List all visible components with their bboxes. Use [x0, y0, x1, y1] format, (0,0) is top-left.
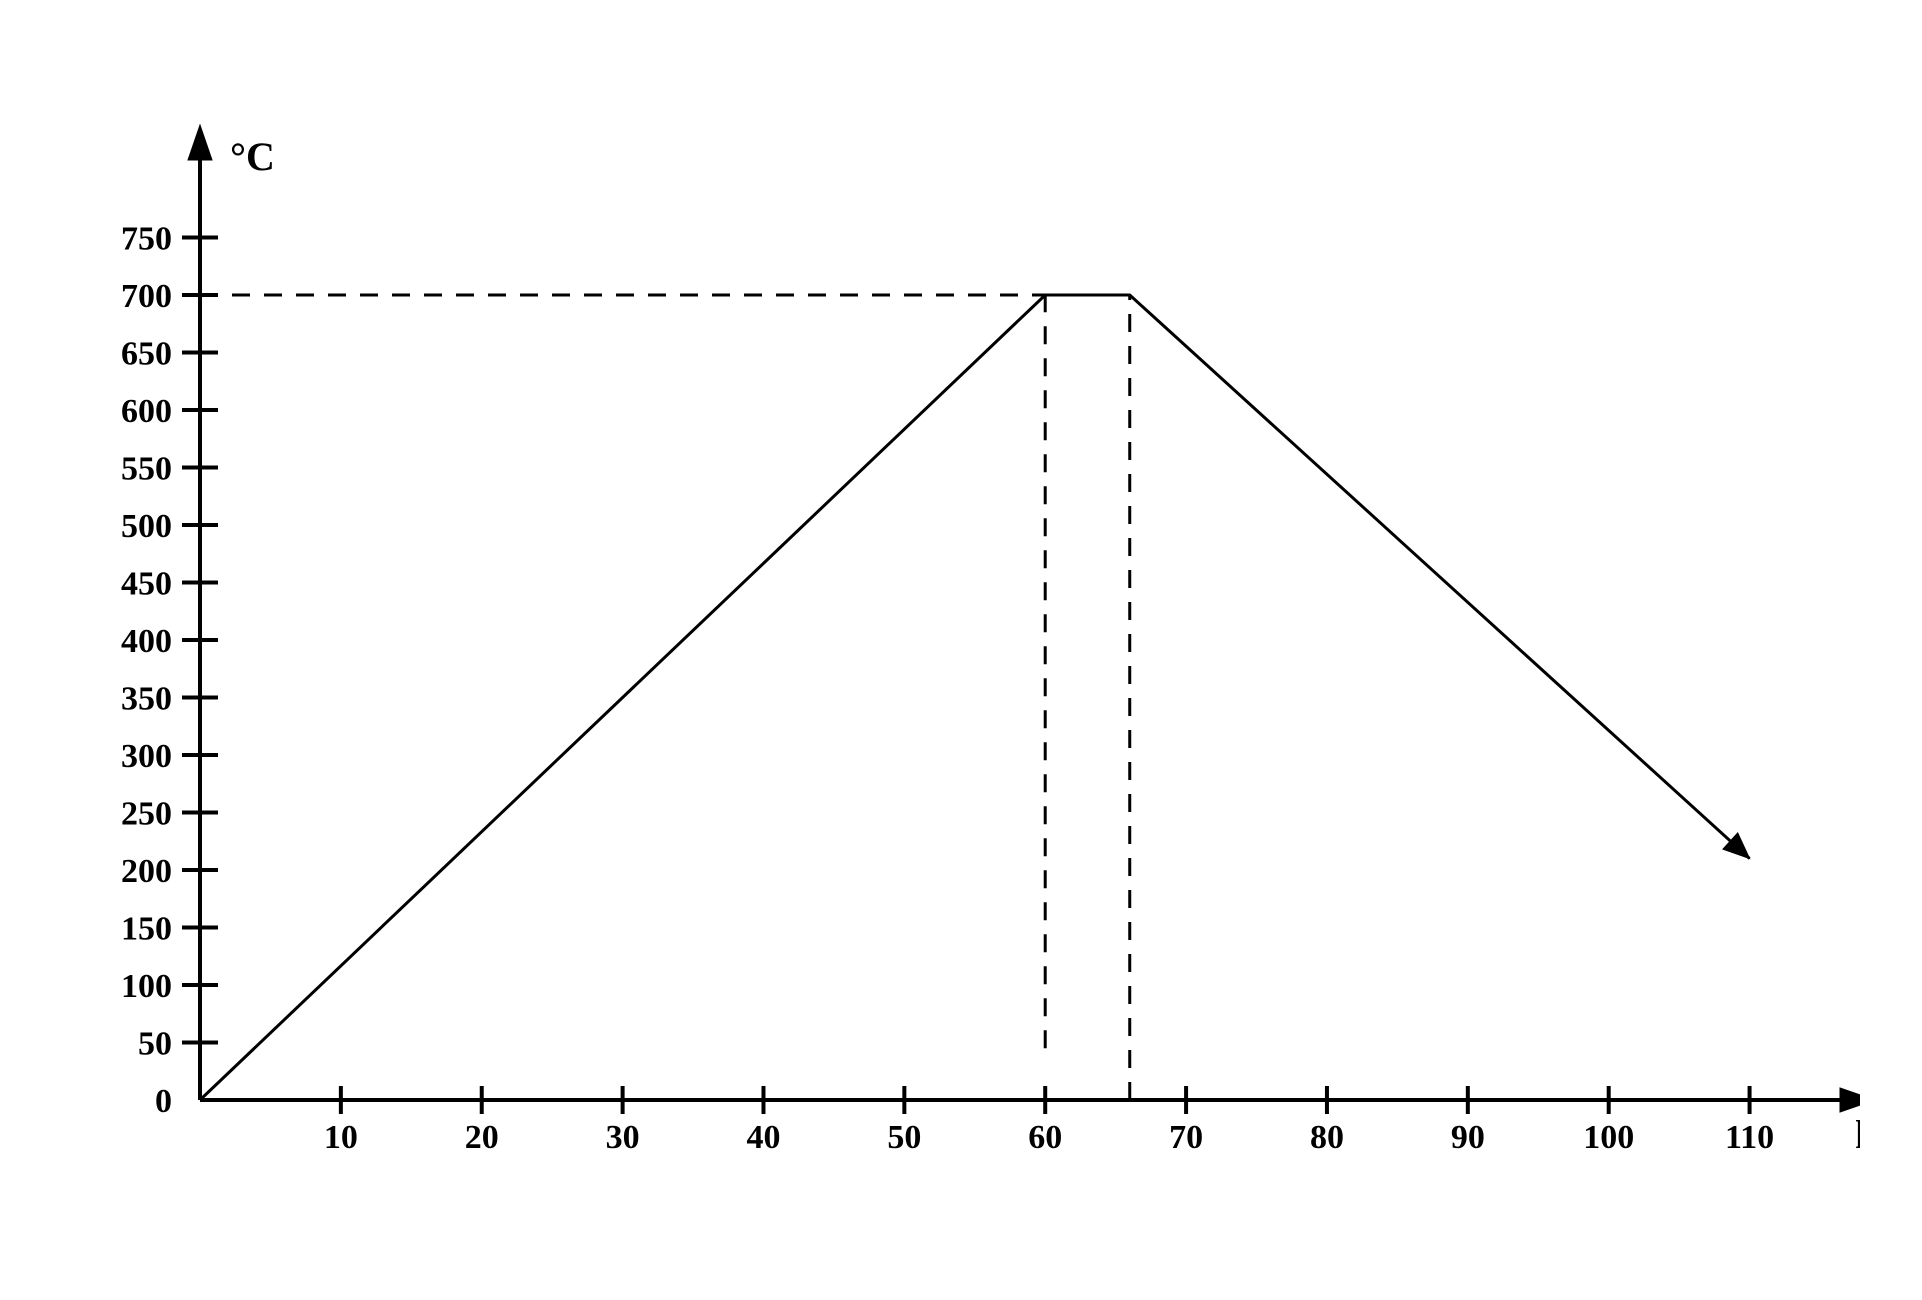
- x-tick-label: 20: [465, 1119, 499, 1156]
- x-tick-label: 60: [1028, 1119, 1062, 1156]
- y-tick-label: 100: [121, 968, 172, 1005]
- x-tick-label: 10: [324, 1119, 358, 1156]
- y-tick-label: 500: [121, 508, 172, 545]
- x-tick-label: 40: [746, 1119, 780, 1156]
- chart-svg: 0 50 100 150 200 250 300 350 400 450 500 550 600 650 7…: [60, 100, 1860, 1200]
- y-tick-label: 550: [121, 451, 172, 488]
- y-tick-label: 150: [121, 911, 172, 948]
- y-tick-label: 300: [121, 738, 172, 775]
- y-tick-label: 250: [121, 796, 172, 833]
- y-tick-label: 700: [121, 278, 172, 315]
- y-tick-label: 50: [138, 1026, 172, 1063]
- y-tick-label: 600: [121, 393, 172, 430]
- x-tick-label: 100: [1583, 1119, 1634, 1156]
- y-tick-label: 400: [121, 623, 172, 660]
- y-tick-label: 350: [121, 681, 172, 718]
- temperature-time-chart: 0 50 100 150 200 250 300 350 400 450 500 550 600 650 7…: [60, 100, 1860, 1200]
- y-tick-label: 0: [155, 1083, 172, 1120]
- y-tick-label: 450: [121, 566, 172, 603]
- x-axis-label: h: [1855, 1112, 1860, 1157]
- x-tick-label: 30: [606, 1119, 640, 1156]
- x-tick-label: 110: [1725, 1119, 1774, 1156]
- x-tick-label: 70: [1169, 1119, 1203, 1156]
- y-tick-label: 750: [121, 221, 172, 258]
- x-tick-label: 50: [887, 1119, 921, 1156]
- data-series: [200, 295, 1750, 1100]
- y-tick-label: 200: [121, 853, 172, 890]
- y-axis-label: °C: [230, 134, 275, 179]
- x-tick-label: 80: [1310, 1119, 1344, 1156]
- y-tick-label: 650: [121, 336, 172, 373]
- x-tick-label: 90: [1451, 1119, 1485, 1156]
